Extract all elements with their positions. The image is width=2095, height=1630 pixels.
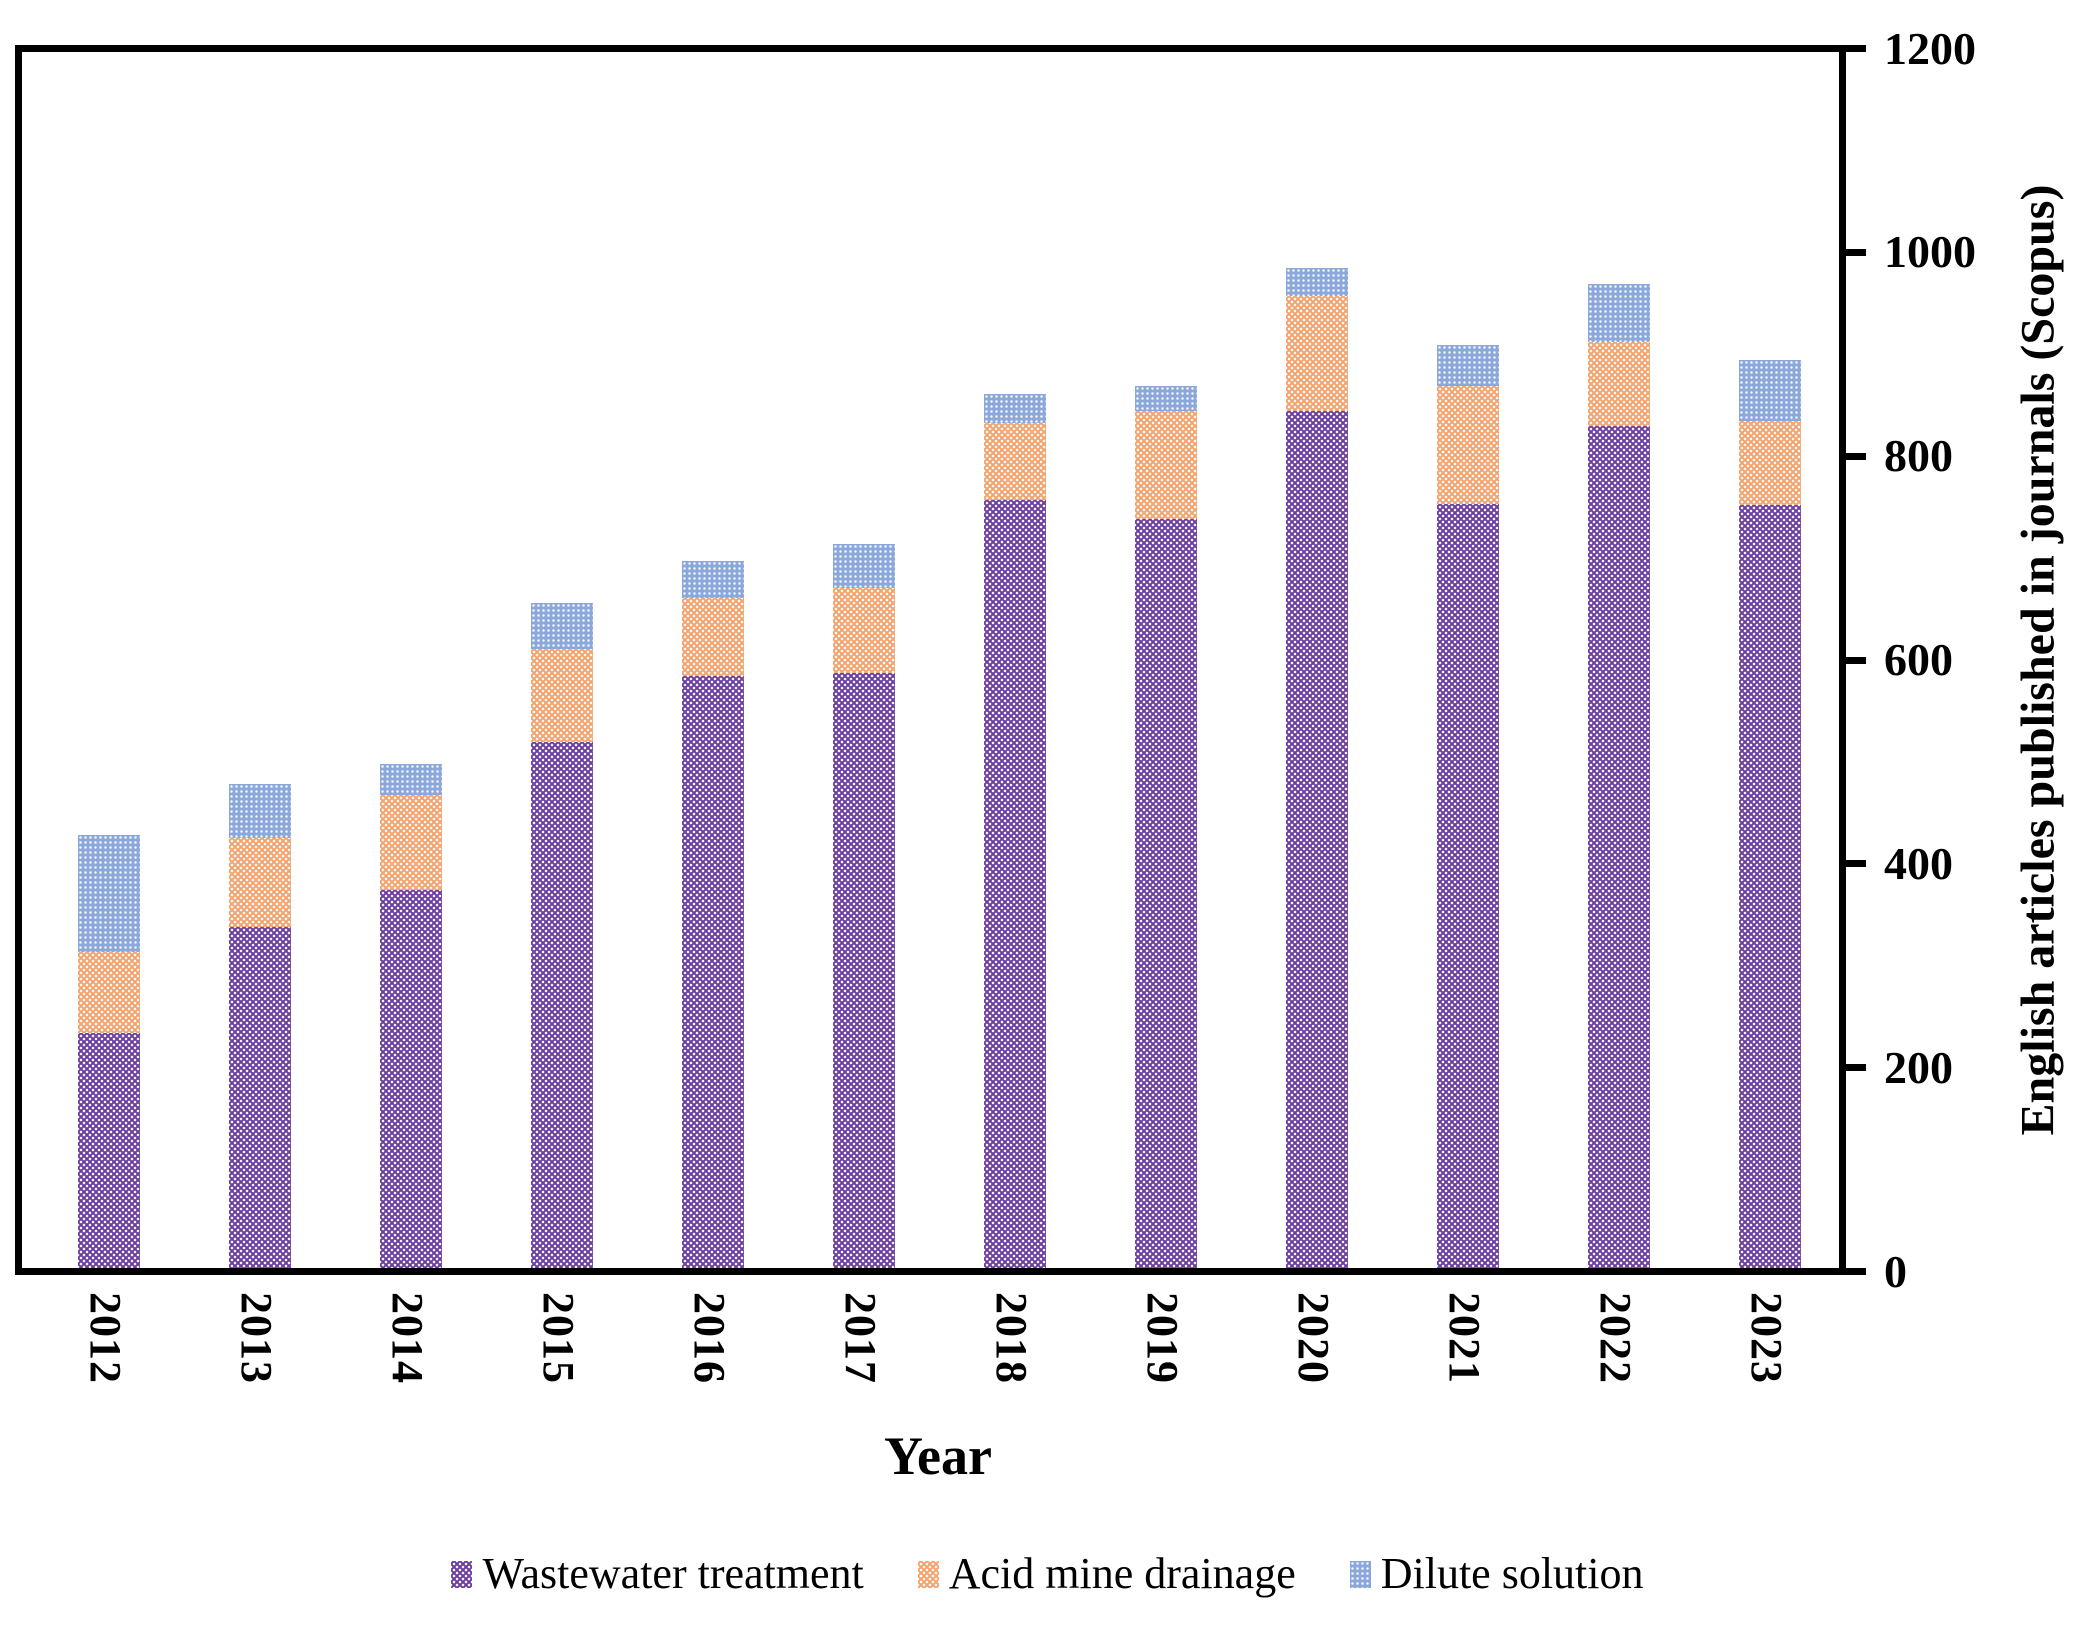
bar-segment-2023-wastewater-treatment: [1739, 505, 1801, 1268]
bar-segment-2016-acid-mine-drainage: [682, 598, 744, 676]
y-tick-0: [1840, 1268, 1866, 1275]
bar-2018: [984, 394, 1046, 1268]
x-tick-label-2022: 2022: [1591, 1292, 1640, 1384]
x-tick-label-2013: 2013: [232, 1292, 281, 1384]
y-tick-800: [1840, 452, 1866, 460]
bar-segment-2018-acid-mine-drainage: [984, 423, 1046, 500]
bar-2023: [1739, 360, 1801, 1268]
bar-2016: [682, 561, 744, 1268]
y-tick-label-800: 800: [1884, 430, 1953, 482]
bar-segment-2018-dilute-solution: [984, 394, 1046, 423]
bar-2013: [229, 784, 291, 1268]
bar-segment-2022-wastewater-treatment: [1588, 426, 1650, 1268]
y-tick-label-1000: 1000: [1884, 226, 1976, 278]
bar-segment-2019-dilute-solution: [1135, 386, 1197, 411]
x-tick-label-2017: 2017: [836, 1292, 885, 1384]
bar-segment-2017-wastewater-treatment: [833, 673, 895, 1268]
x-tick-label-2014: 2014: [383, 1292, 432, 1384]
bar-segment-2019-acid-mine-drainage: [1135, 411, 1197, 519]
bar-2021: [1437, 345, 1499, 1268]
bar-segment-2015-wastewater-treatment: [531, 742, 593, 1268]
bar-2014: [380, 764, 442, 1268]
x-tick-label-2015: 2015: [534, 1292, 583, 1384]
bar-segment-2016-dilute-solution: [682, 561, 744, 598]
y-axis-title: English articles published in journals (…: [2011, 184, 2065, 1136]
y-tick-200: [1840, 1064, 1866, 1072]
bar-segment-2012-acid-mine-drainage: [78, 952, 140, 1033]
x-tick-label-2012: 2012: [81, 1292, 130, 1384]
y-tick-label-400: 400: [1884, 837, 1953, 889]
x-tick-label-2023: 2023: [1742, 1292, 1791, 1384]
bar-segment-2022-acid-mine-drainage: [1588, 342, 1650, 426]
bar-segment-2013-dilute-solution: [229, 784, 291, 838]
y-tick-label-600: 600: [1884, 634, 1953, 685]
legend: Wastewater treatment Acid mine drainage …: [0, 1552, 2095, 1596]
y-tick-label-0: 0: [1884, 1245, 1907, 1297]
x-tick-label-2018: 2018: [987, 1292, 1036, 1384]
bar-segment-2021-wastewater-treatment: [1437, 504, 1499, 1268]
legend-item-dilute: Dilute solution: [1349, 1549, 1644, 1598]
bar-segment-2021-dilute-solution: [1437, 345, 1499, 386]
bar-2017: [833, 544, 895, 1268]
bar-segment-2023-acid-mine-drainage: [1739, 421, 1801, 505]
bar-segment-2014-acid-mine-drainage: [380, 795, 442, 890]
legend-swatch-dilute-icon: [1349, 1560, 1371, 1588]
legend-swatch-wastewater-icon: [451, 1560, 473, 1588]
legend-item-acid: Acid mine drainage: [917, 1549, 1296, 1598]
bar-segment-2022-dilute-solution: [1588, 284, 1650, 342]
x-tick-label-2020: 2020: [1289, 1292, 1338, 1384]
bar-segment-2017-acid-mine-drainage: [833, 588, 895, 673]
x-tick-label-2016: 2016: [685, 1292, 734, 1384]
bar-segment-2013-wastewater-treatment: [229, 927, 291, 1268]
bar-2020: [1286, 268, 1348, 1268]
x-tick-label-2021: 2021: [1440, 1292, 1489, 1384]
legend-label-acid: Acid mine drainage: [948, 1549, 1296, 1598]
y-tick-400: [1840, 860, 1866, 868]
bar-2019: [1135, 386, 1197, 1268]
bar-segment-2017-dilute-solution: [833, 544, 895, 588]
bar-segment-2021-acid-mine-drainage: [1437, 386, 1499, 504]
bar-2022: [1588, 284, 1650, 1268]
bar-segment-2012-dilute-solution: [78, 835, 140, 952]
y-tick-600: [1840, 656, 1866, 664]
bar-segment-2020-wastewater-treatment: [1286, 411, 1348, 1268]
plot-area: [15, 45, 1846, 1275]
x-tick-label-2019: 2019: [1138, 1292, 1187, 1384]
legend-label-dilute: Dilute solution: [1380, 1549, 1644, 1598]
bar-segment-2020-dilute-solution: [1286, 268, 1348, 296]
bar-segment-2016-wastewater-treatment: [682, 676, 744, 1268]
bar-segment-2020-acid-mine-drainage: [1286, 296, 1348, 411]
bar-segment-2014-wastewater-treatment: [380, 890, 442, 1268]
legend-item-wastewater: Wastewater treatment: [451, 1549, 864, 1598]
y-tick-label-1200: 1200: [1884, 22, 1976, 74]
y-tick-label-200: 200: [1884, 1041, 1953, 1093]
bar-segment-2018-wastewater-treatment: [984, 500, 1046, 1268]
bar-2015: [531, 603, 593, 1268]
y-tick-1000: [1840, 248, 1866, 256]
x-axis-title: Year: [884, 1426, 992, 1486]
legend-swatch-acid-icon: [917, 1560, 939, 1588]
y-tick-1200: [1840, 45, 1866, 52]
bar-2012: [78, 835, 140, 1268]
bar-segment-2013-acid-mine-drainage: [229, 838, 291, 927]
bar-segment-2023-dilute-solution: [1739, 360, 1801, 421]
bar-segment-2015-acid-mine-drainage: [531, 649, 593, 742]
bar-segment-2019-wastewater-treatment: [1135, 519, 1197, 1268]
legend-label-wastewater: Wastewater treatment: [482, 1549, 864, 1598]
bar-segment-2015-dilute-solution: [531, 603, 593, 649]
bar-segment-2012-wastewater-treatment: [78, 1033, 140, 1268]
bar-segment-2014-dilute-solution: [380, 764, 442, 795]
